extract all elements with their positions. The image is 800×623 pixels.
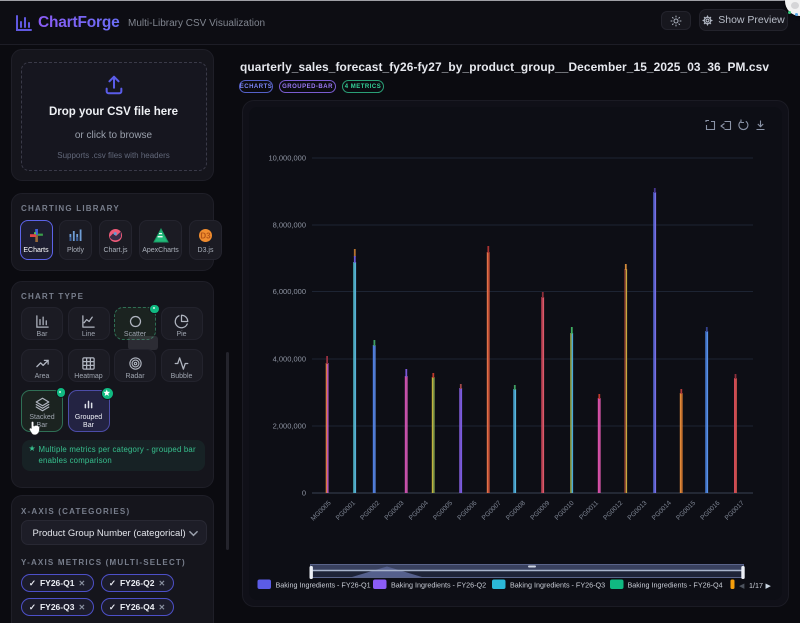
svg-text:▶: ▶ [766, 581, 772, 590]
svg-text:MG0005: MG0005 [310, 499, 333, 522]
svg-text:8,000,000: 8,000,000 [273, 221, 306, 230]
svg-text:PG0014: PG0014 [651, 499, 673, 521]
svg-text:PG0010: PG0010 [554, 499, 576, 521]
svg-text:◀: ◀ [739, 581, 745, 590]
svg-text:Baking Ingredients - FY26-Q2: Baking Ingredients - FY26-Q2 [391, 581, 486, 590]
svg-text:6,000,000: 6,000,000 [273, 287, 306, 296]
svg-text:Baking Ingredients - FY26-Q4: Baking Ingredients - FY26-Q4 [628, 581, 723, 590]
svg-text:PG0015: PG0015 [675, 499, 697, 521]
svg-text:PG0007: PG0007 [481, 499, 503, 521]
svg-text:PG0003: PG0003 [383, 499, 405, 521]
svg-text:4,000,000: 4,000,000 [273, 355, 306, 364]
svg-text:Baking Ingredients - FY26-Q3: Baking Ingredients - FY26-Q3 [510, 581, 605, 590]
svg-text:PG0009: PG0009 [529, 499, 551, 521]
svg-text:0: 0 [302, 489, 306, 498]
svg-text:PG0002: PG0002 [359, 499, 381, 521]
svg-text:PG0016: PG0016 [699, 499, 721, 521]
svg-text:PG0012: PG0012 [602, 499, 624, 521]
svg-text:PG0017: PG0017 [724, 499, 746, 521]
svg-text:PG0005: PG0005 [432, 499, 454, 521]
svg-text:PG0004: PG0004 [408, 499, 430, 521]
svg-text:1/17: 1/17 [749, 581, 763, 590]
svg-text:D3: D3 [200, 231, 211, 240]
svg-text:2,000,000: 2,000,000 [273, 422, 306, 431]
svg-text:PG0011: PG0011 [578, 499, 600, 521]
svg-text:PG0008: PG0008 [505, 499, 527, 521]
svg-text:PG0013: PG0013 [626, 499, 648, 521]
svg-text:Baking Ingredients - FY26-Q1: Baking Ingredients - FY26-Q1 [276, 581, 371, 590]
svg-text:10,000,000: 10,000,000 [268, 154, 306, 163]
svg-text:PG0006: PG0006 [456, 499, 478, 521]
svg-text:PG0001: PG0001 [335, 499, 357, 521]
